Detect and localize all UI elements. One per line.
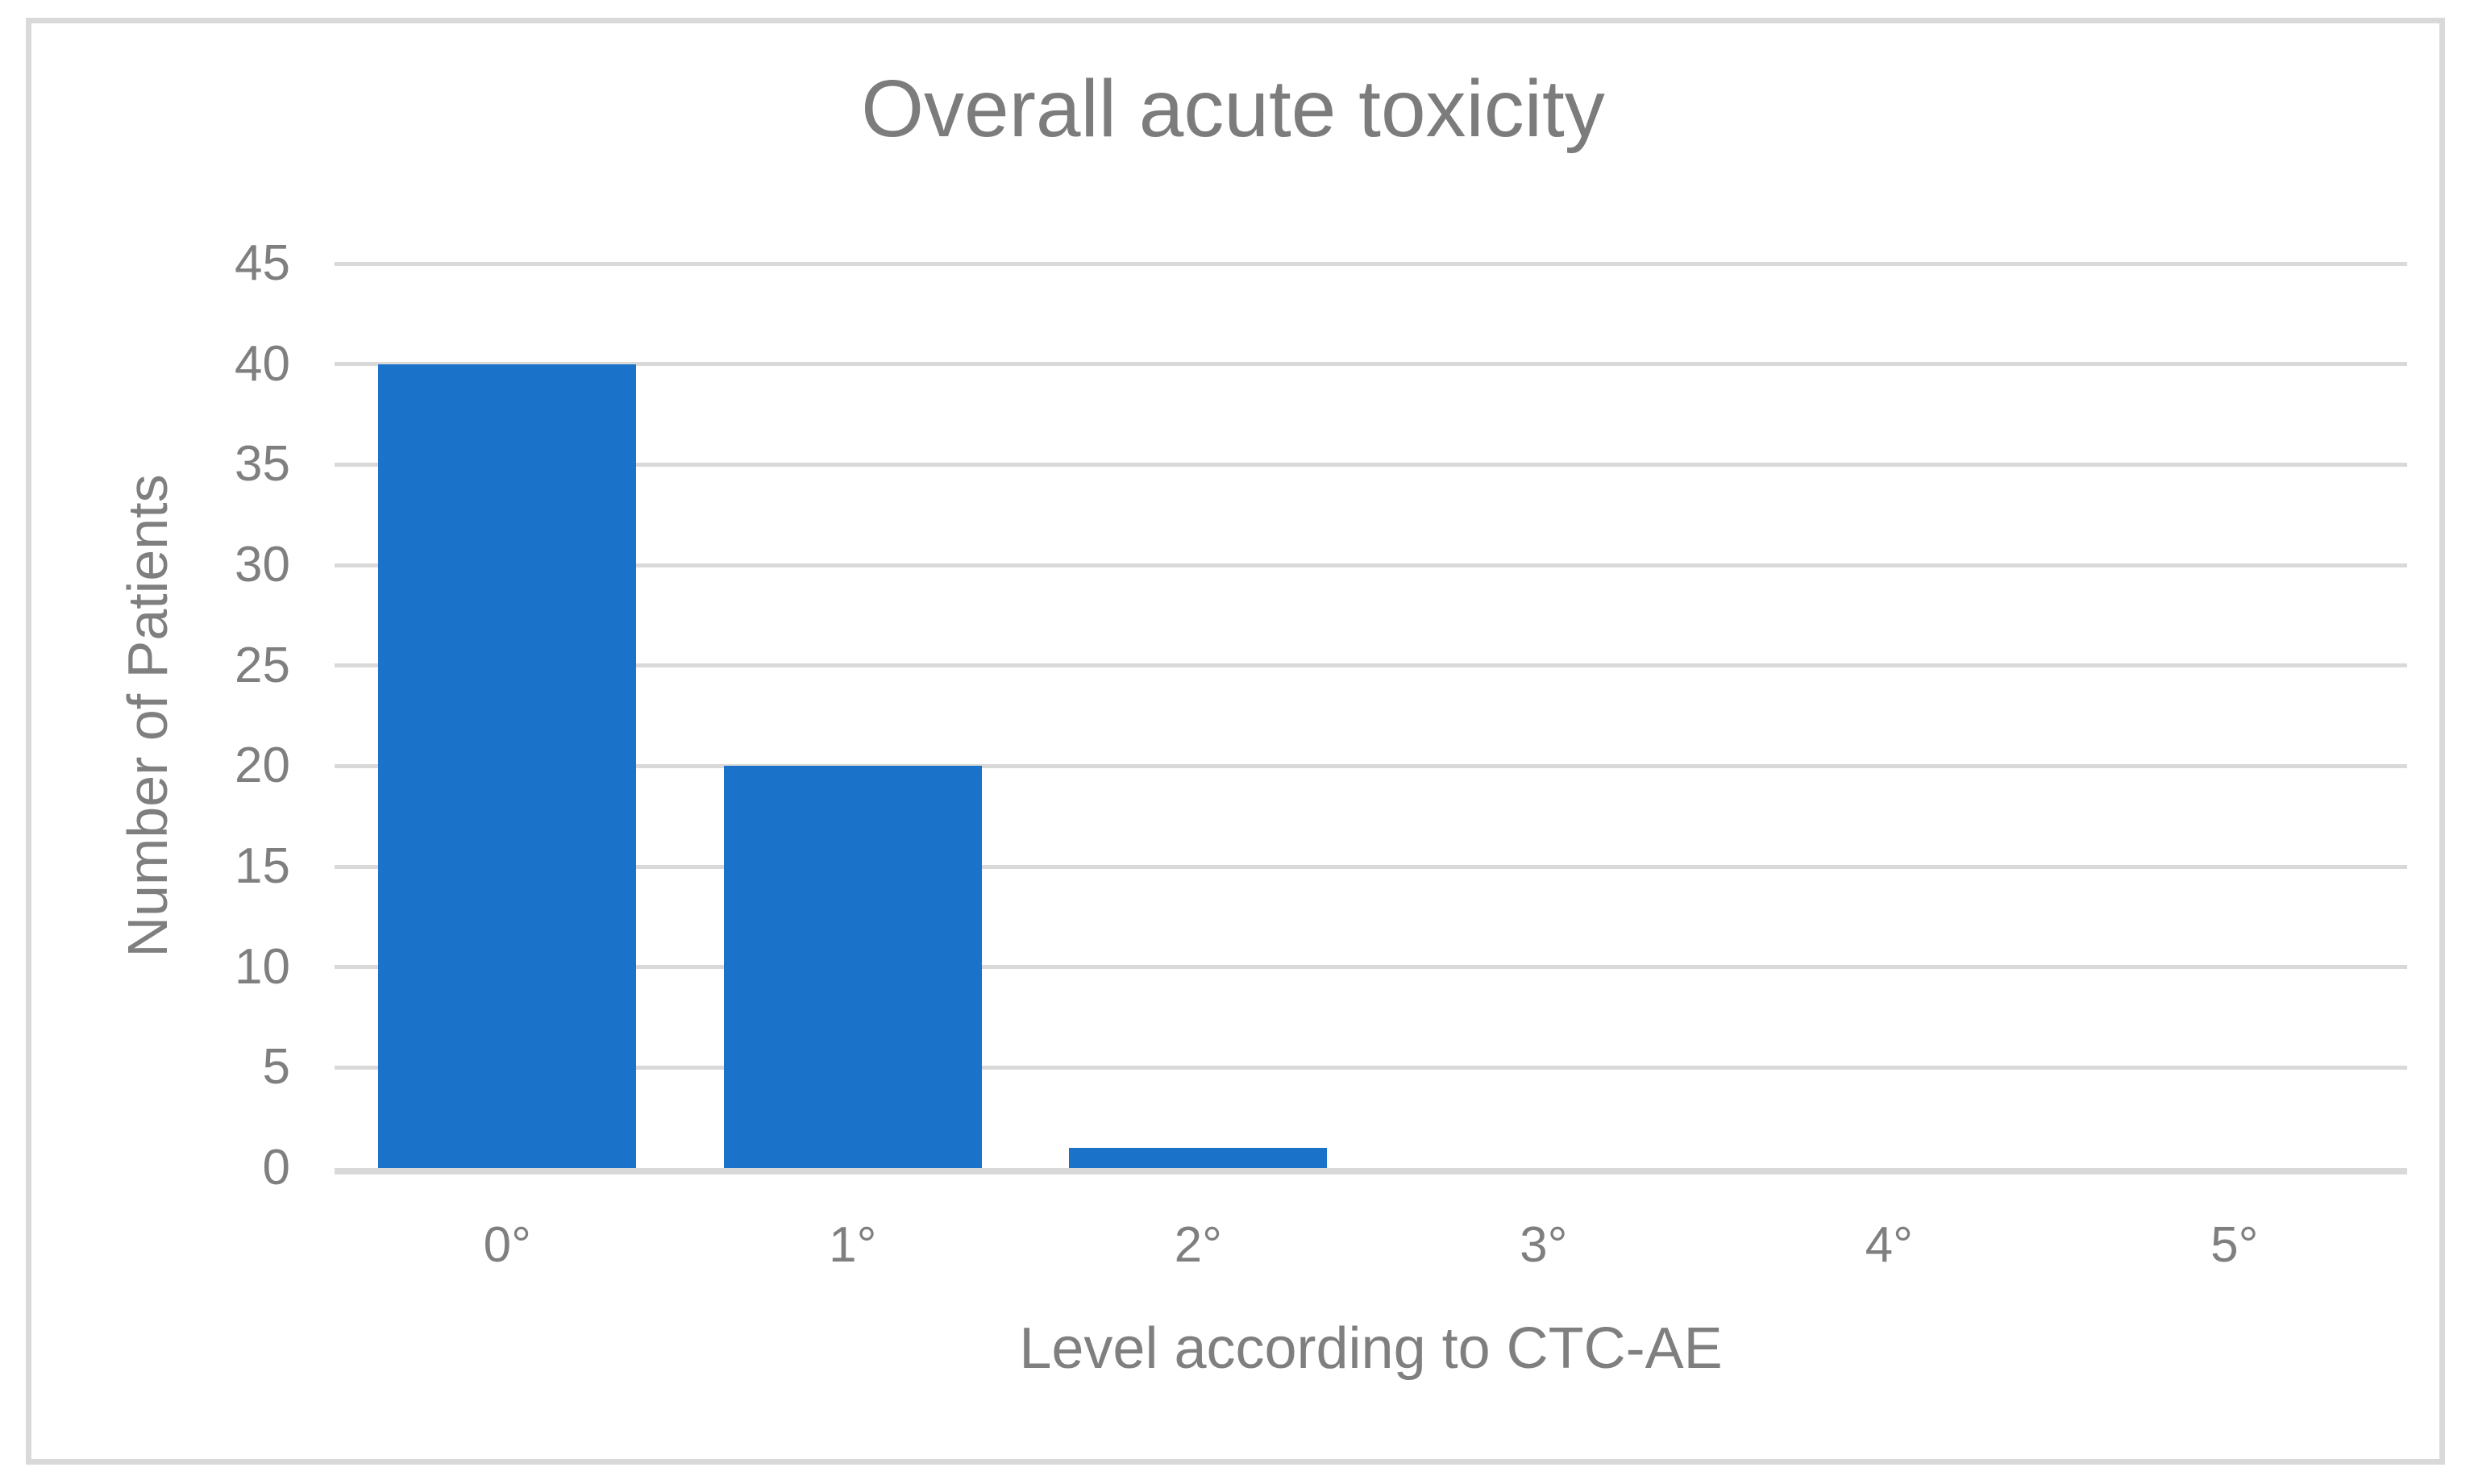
x-tick-label: 2° [1174, 1217, 1222, 1273]
y-tick-label: 40 [235, 335, 290, 392]
chart-title: Overall acute toxicity [861, 64, 1605, 154]
y-tick-label: 10 [235, 938, 290, 995]
y-tick-label: 20 [235, 738, 290, 794]
gridline [335, 462, 2407, 467]
y-tick-label: 25 [235, 637, 290, 693]
gridline [335, 663, 2407, 668]
gridline [335, 1065, 2407, 1070]
y-tick-label: 30 [235, 537, 290, 592]
bar-2deg [1069, 1148, 1328, 1168]
gridline [335, 965, 2407, 970]
x-axis-title: Level according to CTC-AE [1019, 1316, 1723, 1381]
x-axis-line [335, 1168, 2407, 1174]
y-tick-label: 35 [235, 436, 290, 493]
x-tick-label: 1° [829, 1217, 877, 1273]
x-tick-label: 5° [2210, 1217, 2259, 1273]
y-tick-label: 0 [262, 1140, 290, 1195]
bar-1deg [723, 766, 982, 1168]
y-tick-label: 15 [235, 838, 290, 894]
x-tick-label: 0° [483, 1217, 531, 1273]
gridline [335, 763, 2407, 768]
gridline [335, 362, 2407, 367]
x-tick-label: 3° [1520, 1217, 1568, 1273]
y-tick-label: 45 [235, 235, 290, 291]
gridline [335, 261, 2407, 266]
chart-border-frame [26, 18, 2445, 1465]
y-tick-label: 5 [262, 1039, 290, 1095]
gridline [335, 864, 2407, 869]
bar-0deg [378, 364, 637, 1168]
x-tick-label: 4° [1865, 1217, 1913, 1273]
gridline [335, 563, 2407, 567]
